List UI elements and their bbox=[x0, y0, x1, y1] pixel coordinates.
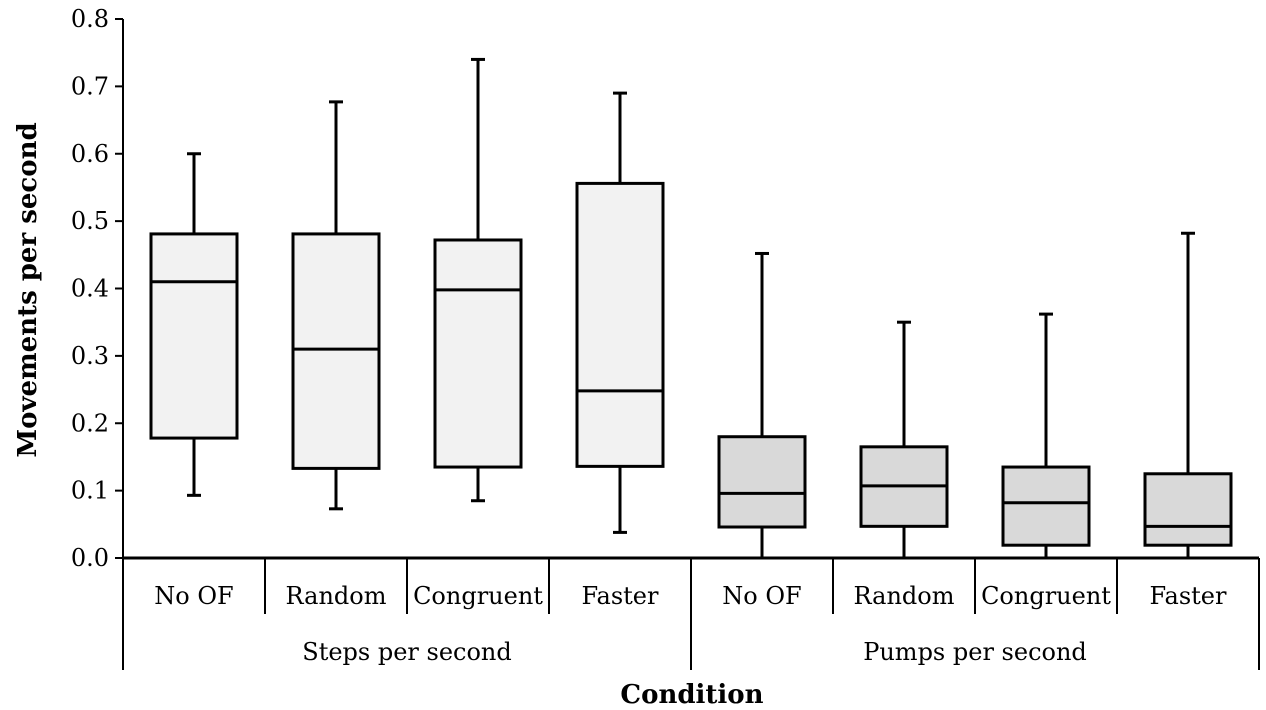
category-label: Congruent bbox=[981, 582, 1111, 610]
group-label: Pumps per second bbox=[863, 638, 1087, 666]
box-plot-item bbox=[859, 320, 949, 558]
box-plot-item bbox=[1143, 231, 1233, 558]
category-label: Random bbox=[854, 582, 955, 610]
category-label: Congruent bbox=[413, 582, 543, 610]
box-plot-item bbox=[149, 152, 239, 497]
group-label: Steps per second bbox=[302, 638, 512, 666]
box bbox=[717, 435, 807, 529]
y-tick-label: 0.7 bbox=[71, 72, 109, 100]
y-axis-title: Movements per second bbox=[13, 122, 43, 457]
category-label: No OF bbox=[722, 582, 801, 610]
box-plot-item bbox=[291, 100, 381, 511]
box-plot-item bbox=[575, 91, 665, 534]
y-tick-label: 0.8 bbox=[71, 5, 109, 33]
y-tick-label: 0.5 bbox=[71, 207, 109, 235]
box bbox=[1143, 472, 1233, 547]
box bbox=[575, 181, 665, 468]
box-plot-item bbox=[433, 57, 523, 503]
boxes bbox=[149, 57, 1233, 558]
box bbox=[1001, 465, 1091, 547]
y-tick-label: 0.4 bbox=[71, 275, 109, 303]
box-plot-item bbox=[717, 251, 807, 558]
box bbox=[291, 232, 381, 470]
y-axis: 0.0 0.1 0.2 0.3 0.4 0.5 0.6 0.7 0.8 bbox=[71, 5, 124, 572]
y-tick-label: 0.1 bbox=[71, 477, 109, 505]
box-plot-item bbox=[1001, 312, 1091, 558]
box bbox=[149, 232, 239, 440]
y-tick-label: 0.0 bbox=[71, 544, 109, 572]
category-label: No OF bbox=[154, 582, 233, 610]
box bbox=[433, 238, 523, 469]
x-axis-title: Condition bbox=[620, 680, 763, 710]
y-tick-label: 0.6 bbox=[71, 140, 109, 168]
category-label: Faster bbox=[582, 582, 659, 610]
y-tick-label: 0.2 bbox=[71, 409, 109, 437]
category-label: Random bbox=[286, 582, 387, 610]
x-axis: No OF Random Congruent Faster Steps per seco… bbox=[122, 556, 1260, 670]
y-tick-label: 0.3 bbox=[71, 342, 109, 370]
category-label: Faster bbox=[1150, 582, 1227, 610]
